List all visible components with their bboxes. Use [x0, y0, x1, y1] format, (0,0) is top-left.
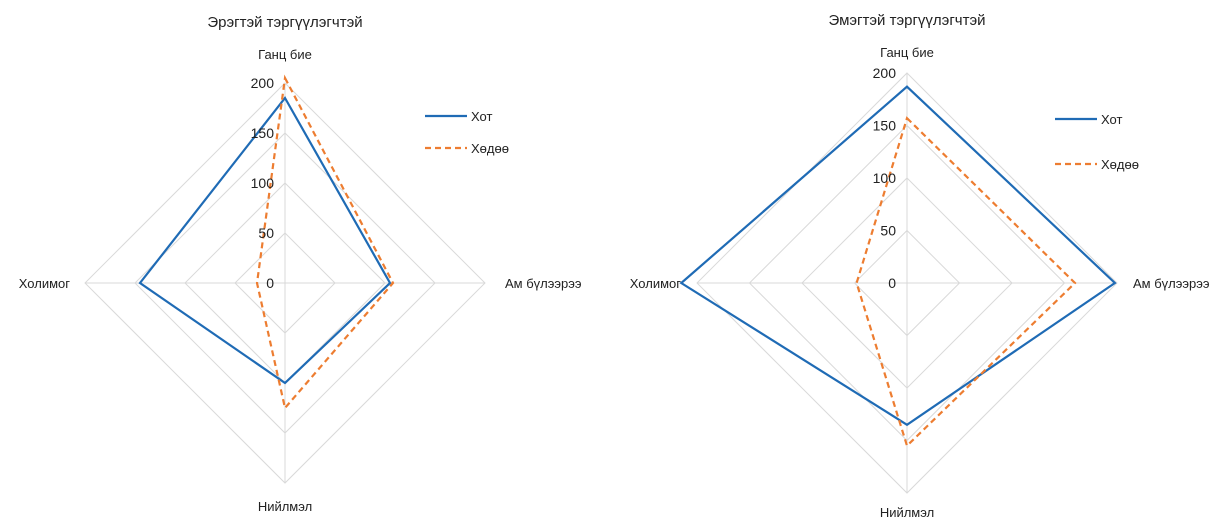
axis-label: Ам бүлээрээ — [505, 276, 582, 291]
legend: Хот Хөдөө — [425, 109, 509, 156]
legend: Хот Хөдөө — [1055, 112, 1139, 172]
legend-label: Хот — [1101, 112, 1122, 127]
chart-title: Эмэгтэй тэргүүлэгчтэй — [828, 12, 985, 29]
series-line-0 — [679, 85, 1117, 427]
tick-label: 150 — [251, 125, 275, 141]
axis-label: Нийлмэл — [258, 499, 312, 514]
legend-label: Хөдөө — [1101, 157, 1139, 172]
radar-chart-female: 0 50 100 150 200 Ганц бие Ам бүлээрээ Нийлмэл Хо… — [610, 0, 1210, 518]
legend-label: Хөдөө — [471, 141, 509, 156]
radar-chart-svg: 0 50 100 150 200 Ганц бие Ам бүлээрээ Нийлмэл Хо… — [19, 14, 582, 514]
radar-chart-male: 0 50 100 150 200 Ганц бие Ам бүлээрээ Нийлмэл Хо… — [0, 0, 600, 518]
radar-chart-svg: 0 50 100 150 200 Ганц бие Ам бүлээрээ Нийлмэл Хо… — [630, 12, 1210, 518]
tick-label: 100 — [251, 175, 275, 191]
grid — [696, 72, 1118, 494]
axis-label: Нийлмэл — [880, 505, 934, 518]
tick-label: 200 — [873, 65, 897, 81]
series-line-0 — [138, 96, 392, 385]
axis-label: Холимог — [19, 276, 70, 291]
axis-label: Ам бүлээрээ — [1133, 276, 1210, 291]
tick-label: 100 — [873, 170, 897, 186]
grid — [84, 82, 486, 484]
tick-label: 50 — [258, 225, 274, 241]
legend-label: Хот — [471, 109, 492, 124]
chart-title: Эрэгтэй тэргүүлэгчтэй — [207, 14, 362, 31]
tick-label: 150 — [873, 118, 897, 134]
axis-label: Холимог — [630, 276, 681, 291]
tick-label: 200 — [251, 75, 275, 91]
axis-label: Ганц бие — [880, 45, 934, 60]
tick-label: 50 — [880, 223, 896, 239]
tick-label: 0 — [266, 275, 274, 291]
axis-label: Ганц бие — [258, 47, 312, 62]
tick-label: 0 — [888, 275, 896, 291]
series-line-1 — [255, 74, 395, 411]
